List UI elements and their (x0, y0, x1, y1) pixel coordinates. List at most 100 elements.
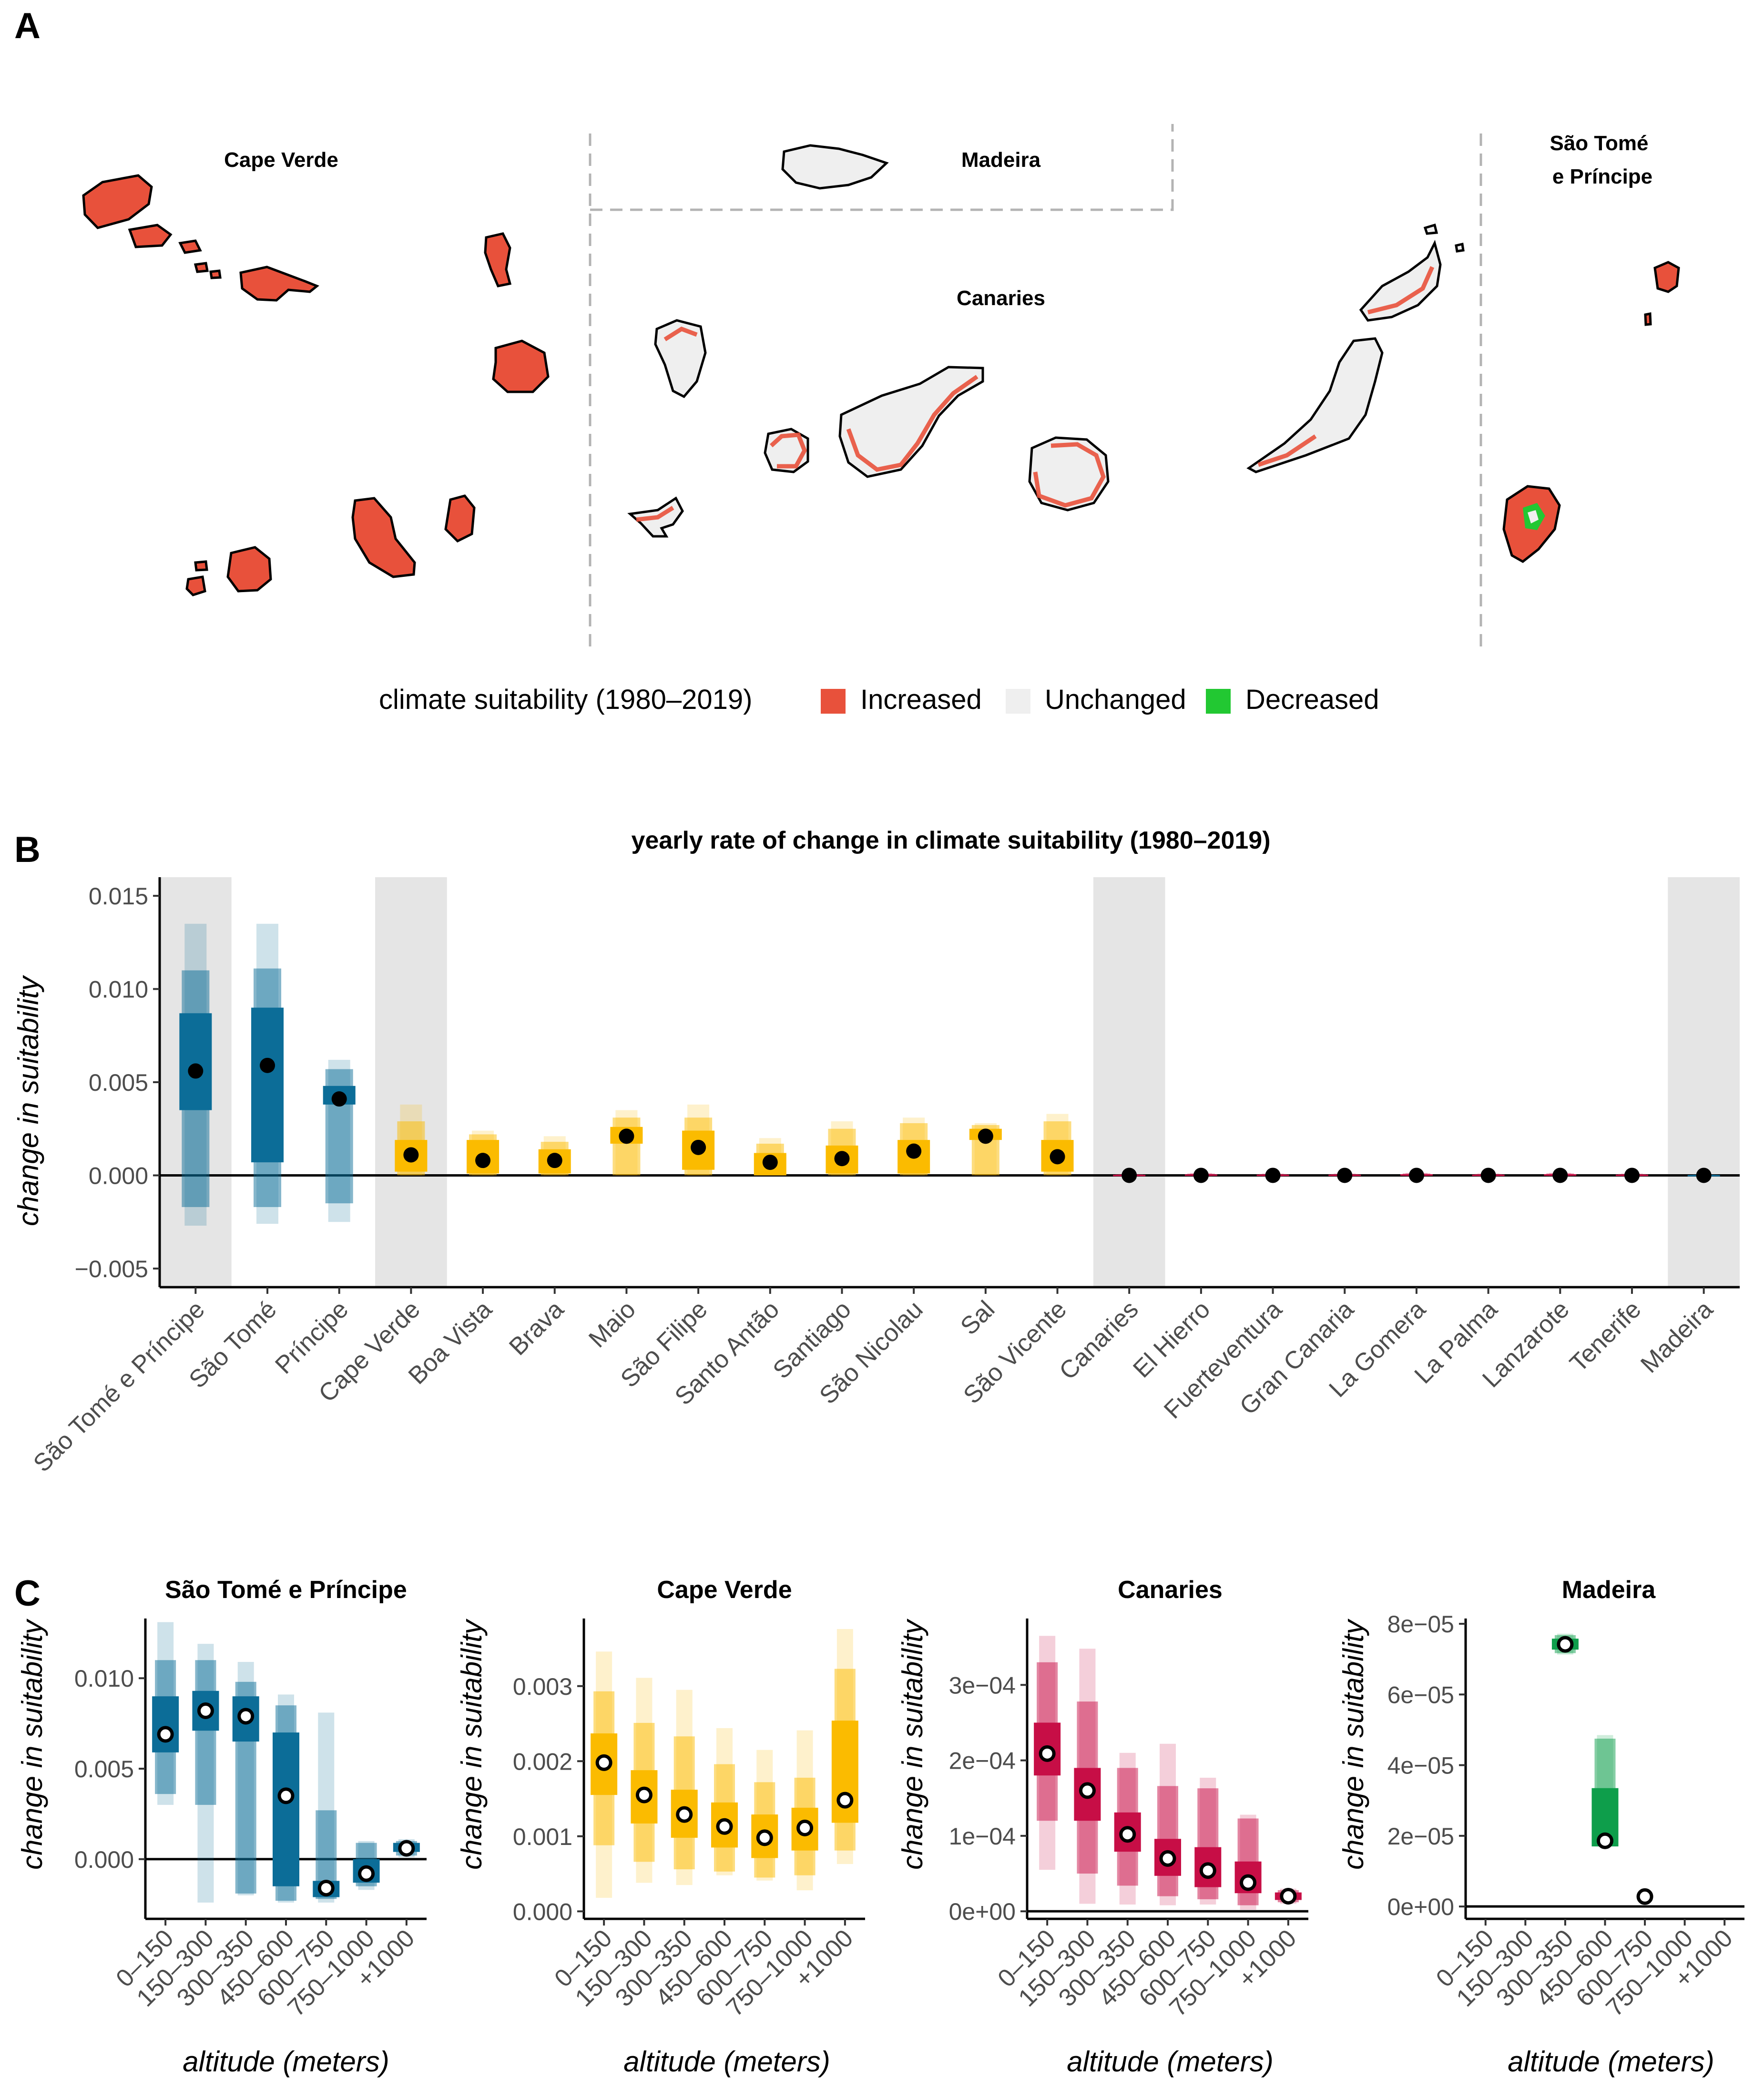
median-point-el-hierro (1193, 1168, 1209, 1183)
y-tick-label: 0e+00 (949, 1898, 1016, 1925)
median-point-750-1000 (358, 1865, 375, 1882)
median-point-boa-vista (475, 1153, 491, 1168)
y-tick-label: 0.000 (74, 1846, 134, 1873)
rim-fuerteventura (1257, 434, 1317, 467)
panel-b-plot-area: −0.005 0.000 0.005 0.010 0.015 São Tomé e Prí… (28, 877, 1740, 1477)
facet-cape-verde-ylabel: change in suitability (456, 1618, 488, 1870)
facet-stp-ylabel: change in suitability (16, 1618, 48, 1870)
facet-canaries-plot-area: 0e+001e−042e−043e−040–150150–300300–3504… (949, 1619, 1308, 2022)
interval-50-0-150 (152, 1696, 179, 1752)
median-point-sao-filipe (691, 1139, 706, 1155)
facet-madeira-title: Madeira (1562, 1576, 1656, 1604)
median-point-lanzarote (1552, 1168, 1568, 1183)
median-point-sao-tome-e-principe (188, 1063, 204, 1079)
median-point-450-600 (277, 1787, 295, 1804)
panel-c-charts: C São Tomé e Príncipe change in suitabil… (14, 1573, 1744, 2078)
median-point-300-350 (1119, 1826, 1136, 1843)
legend-label-decreased: Decreased (1245, 684, 1379, 715)
interval-50-sao-tome-e-principe (179, 1013, 212, 1110)
island-madeira (781, 144, 889, 190)
highlight-band-madeira (1668, 877, 1740, 1287)
island-santo-antao (82, 174, 153, 229)
y-tick-label: 0.000 (513, 1898, 572, 1925)
island-principe (1653, 261, 1680, 293)
median-point-450-600 (716, 1818, 733, 1835)
facet-canaries: Canaries change in suitability altitude … (897, 1576, 1308, 2078)
median-point-150-300 (197, 1702, 214, 1720)
highlight-band-canaries (1093, 877, 1165, 1287)
rim-el-hierro (636, 506, 674, 522)
island-graciosa (1455, 242, 1465, 253)
panel-b-ylabel: change in suitability (12, 974, 44, 1226)
median-point-sal (978, 1128, 993, 1144)
facet-stp-plot-area: 0.0000.0050.0100–150150–300300–350450–60… (74, 1619, 427, 2022)
y-tick-label: 0.003 (513, 1673, 572, 1700)
y-tick-label: 0.005 (89, 1069, 148, 1096)
y-tick-label: 0.001 (513, 1824, 572, 1850)
facet-canaries-title: Canaries (1118, 1576, 1223, 1604)
facet-stp: São Tomé e Príncipe change in suitabilit… (16, 1576, 427, 2078)
island-sao-vicente (128, 224, 173, 248)
median-point-150-300 (635, 1786, 653, 1803)
rim-tenerife (846, 375, 979, 472)
legend-swatch-decreased (1206, 689, 1231, 714)
y-tick-label: 0.015 (89, 883, 148, 910)
facet-madeira-plot-area: 0e+002e−054e−056e−058e−050–150150–300300… (1387, 1611, 1744, 2022)
y-tick-label: 0.000 (89, 1162, 148, 1189)
facet-stp-title: São Tomé e Príncipe (165, 1576, 407, 1604)
median-point-sao-tome (260, 1057, 275, 1073)
island-fuerteventura (1246, 337, 1384, 473)
median-point-sao-vicente (1050, 1149, 1065, 1165)
median-point-madeira (1696, 1168, 1712, 1183)
island-sao-nicolau (239, 266, 319, 302)
median-point-450-600 (1159, 1850, 1176, 1867)
x-tick-label-brava: Brava (504, 1295, 569, 1361)
y-tick-label: 8e−05 (1387, 1611, 1454, 1638)
panel-letter-c: C (14, 1573, 41, 1614)
x-tick-label-canaries: Canaries (1054, 1295, 1144, 1385)
median-point-gran-canaria (1337, 1168, 1353, 1183)
median-point-450-600 (1597, 1832, 1613, 1849)
x-tick-label-sao-tome-e-principe: São Tomé e Príncipe (28, 1295, 210, 1477)
facet-madeira: Madeira change in suitability altitude (… (1337, 1576, 1744, 2078)
facet-madeira-xlabel: altitude (meters) (1508, 2046, 1714, 2078)
median-point-brava (547, 1153, 562, 1168)
median-point-750-1000 (796, 1819, 814, 1836)
island-boa-vista (492, 339, 550, 393)
island-principe-islet (1644, 312, 1652, 326)
median-point-santiago (834, 1151, 850, 1167)
panel-letter-a: A (14, 6, 41, 46)
island-fogo (226, 546, 272, 593)
stp-islands (1502, 261, 1680, 563)
interval-80-150-300 (195, 1660, 216, 1805)
facet-stp-xlabel: altitude (meters) (183, 2046, 389, 2078)
median-point-la-palma (1480, 1168, 1496, 1183)
facet-cape-verde-plot-area: 0.0000.0010.0020.0030–150150–300300–3504… (513, 1619, 865, 2022)
y-tick-label: 6e−05 (1387, 1681, 1454, 1708)
island-lanzarote (1359, 239, 1442, 322)
cape-verde-islands (82, 174, 550, 596)
median-point-0-150 (1039, 1745, 1056, 1762)
y-tick-label: 0.005 (74, 1756, 134, 1783)
legend-label-unchanged: Unchanged (1045, 684, 1186, 715)
median-point-600-750 (1199, 1862, 1216, 1879)
y-tick-label: −0.005 (75, 1256, 148, 1282)
island-tenerife (838, 366, 984, 478)
facet-canaries-ylabel: change in suitability (897, 1618, 928, 1870)
facet-cape-verde: Cape Verde change in suitability altitud… (456, 1576, 865, 2078)
interval-50-450-600 (273, 1732, 299, 1886)
y-tick-label: 4e−05 (1387, 1752, 1454, 1779)
x-tick-label-madeira: Madeira (1635, 1295, 1718, 1378)
legend-swatch-increased (821, 689, 846, 714)
median-point-maio (619, 1128, 634, 1144)
highlight-band-cape-verde (375, 877, 447, 1287)
map-legend: climate suitability (1980–2019) Increase… (379, 684, 1379, 715)
interval-50-sao-tome (251, 1007, 284, 1163)
rim-lanzarote (1367, 266, 1435, 315)
map-label-stp-line2: e Príncipe (1552, 165, 1652, 188)
island-maio (444, 494, 476, 543)
median-point-300-350 (676, 1806, 693, 1823)
median-point-sao-nicolau (906, 1143, 922, 1159)
island-rombos (194, 560, 208, 572)
region-divider-madeira (590, 124, 1174, 211)
